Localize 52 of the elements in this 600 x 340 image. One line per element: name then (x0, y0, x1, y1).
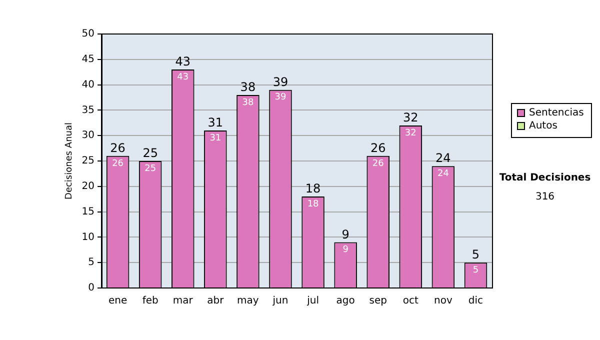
total-label: 25 (142, 146, 158, 160)
x-tick-label: may (237, 296, 259, 307)
x-tick-label: sep (369, 296, 387, 307)
x-tick-label: ago (336, 296, 355, 307)
y-tick-label: 50 (82, 28, 95, 40)
x-tick-label: dic (468, 296, 484, 307)
total-label: 38 (240, 80, 256, 94)
x-tick-label: ene (108, 296, 128, 307)
x-tick-label: jul (306, 296, 319, 307)
total-label: 39 (272, 75, 288, 90)
data-label: 5 (472, 265, 479, 276)
y-tick-label: 30 (82, 130, 95, 142)
total-label: 9 (342, 227, 350, 242)
total-label: 43 (175, 54, 191, 69)
data-label: 9 (342, 245, 349, 256)
data-label: 24 (437, 168, 450, 179)
y-axis-title: Decisiones Anual (64, 122, 75, 200)
y-tick-label: 15 (82, 206, 95, 218)
x-tick-label: abr (207, 296, 225, 307)
x-tick-label: mar (172, 296, 194, 307)
y-tick-label: 0 (88, 282, 95, 294)
total-label: 31 (208, 116, 224, 130)
x-tick-label: jun (272, 296, 288, 307)
data-label: 26 (112, 158, 124, 169)
total-label: 5 (472, 248, 480, 262)
y-tick-label: 20 (82, 180, 95, 192)
total-label: 24 (436, 151, 451, 166)
x-tick-label: feb (142, 296, 158, 307)
data-label: 38 (242, 98, 254, 108)
text: 316 (535, 192, 555, 203)
data-label: 31 (210, 133, 222, 144)
text: Total Decisiones (499, 172, 591, 184)
x-tick-label: oct (402, 296, 418, 307)
data-label: 39 (274, 92, 286, 103)
data-label: 43 (177, 72, 189, 82)
data-label: 25 (144, 164, 156, 174)
x-tick-label: nov (434, 296, 452, 307)
total-label: 32 (403, 110, 418, 125)
data-label: 32 (404, 128, 416, 138)
y-tick-label: 40 (82, 79, 95, 90)
y-tick-label: 5 (88, 257, 95, 268)
y-tick-label: 25 (82, 156, 95, 167)
total-label: 26 (370, 141, 386, 156)
total-label: 18 (305, 182, 321, 196)
legend-label: Autos (529, 120, 558, 132)
data-label: 26 (372, 158, 384, 169)
y-tick-label: 35 (82, 104, 95, 116)
legend-label: Sentencias (529, 108, 584, 119)
total-label: 26 (110, 141, 126, 156)
data-label: 18 (307, 199, 320, 210)
y-tick-label: 10 (82, 232, 95, 243)
y-tick-label: 45 (82, 54, 95, 65)
